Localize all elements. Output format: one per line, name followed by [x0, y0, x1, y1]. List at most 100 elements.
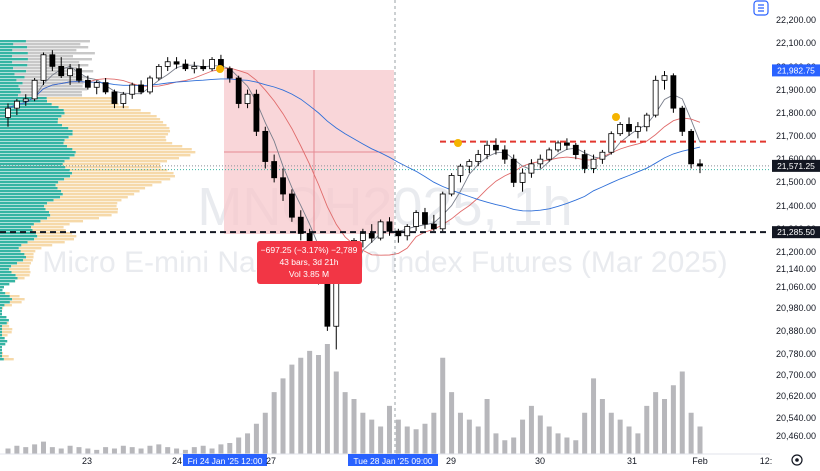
profile-bar — [64, 109, 141, 111]
volume-bar — [387, 406, 392, 454]
price-tick-label: 21,800.00 — [776, 108, 816, 118]
profile-bar — [0, 235, 37, 237]
candle-body — [281, 178, 286, 194]
profile-bar — [0, 214, 50, 216]
profile-bar — [16, 274, 30, 276]
volume-bar — [689, 413, 694, 454]
profile-bar — [0, 334, 2, 336]
profile-bar — [62, 124, 166, 126]
volume-bar — [609, 413, 614, 454]
candle-body — [680, 108, 685, 131]
candle-body — [289, 194, 294, 217]
volume-bar — [369, 420, 374, 454]
profile-bar — [70, 157, 179, 159]
profile-bar — [0, 175, 70, 177]
candle-body — [50, 55, 55, 67]
candle-body — [600, 152, 605, 159]
profile-bar — [65, 160, 167, 162]
price-tick-label: 21,700.00 — [776, 131, 816, 141]
candle-body — [627, 124, 632, 131]
profile-bar — [0, 181, 58, 183]
profile-bar — [0, 274, 16, 276]
profile-bar — [0, 280, 15, 282]
profile-bar — [0, 82, 23, 84]
volume-bar — [502, 440, 507, 454]
volume-bar — [281, 378, 286, 454]
profile-bar — [21, 244, 52, 246]
volume-bar — [671, 385, 676, 454]
profile-bar — [0, 187, 58, 189]
price-tag-label: 21,571.25 — [777, 161, 815, 171]
measure-line1: −697.25 (−3.17%) −2,789 — [261, 245, 358, 255]
candle-body — [538, 159, 543, 164]
volume-bar — [582, 413, 587, 454]
price-tick-label: 21,500.00 — [776, 177, 816, 187]
profile-bar — [69, 136, 166, 138]
profile-bar — [0, 229, 33, 231]
candle-body — [440, 194, 445, 229]
volume-bar — [316, 355, 321, 454]
candle-body — [14, 101, 19, 108]
price-tag-label: 21,285.50 — [777, 227, 815, 237]
candle-body — [254, 94, 259, 131]
candle-body — [174, 62, 179, 64]
profile-bar — [65, 139, 167, 141]
volume-bar — [245, 433, 250, 454]
profile-bar — [0, 142, 64, 144]
volume-bar — [183, 450, 188, 454]
profile-bar — [0, 310, 2, 312]
profile-bar — [0, 64, 27, 66]
volume-bar — [396, 420, 401, 454]
volume-bar — [112, 449, 117, 455]
profile-bar — [61, 190, 139, 192]
volume-bar — [405, 427, 410, 455]
profile-bar — [0, 322, 7, 324]
candle-body — [32, 80, 37, 99]
volume-bar — [422, 424, 427, 454]
volume-bar — [485, 399, 490, 454]
volume-bar — [529, 406, 534, 454]
profile-bar — [2, 325, 9, 327]
price-tick-label: 20,700.00 — [776, 370, 816, 380]
profile-bar — [0, 148, 72, 150]
candle-body — [85, 80, 90, 87]
candle-body — [227, 69, 232, 78]
profile-bar — [0, 328, 2, 330]
profile-bar — [0, 316, 6, 318]
candle-body — [458, 166, 463, 175]
profile-bar — [18, 94, 82, 96]
candle-body — [396, 231, 401, 236]
profile-bar — [17, 262, 31, 264]
profile-bar — [63, 163, 160, 165]
profile-bar — [2, 355, 9, 357]
candle-body — [192, 66, 197, 68]
profile-bar — [61, 115, 156, 117]
profile-bar — [18, 277, 25, 279]
profile-bar — [0, 340, 7, 342]
profile-bar — [0, 118, 58, 120]
profile-bar — [4, 304, 11, 306]
candle-body — [529, 164, 534, 173]
volume-bar — [50, 447, 55, 454]
profile-bar — [7, 322, 9, 324]
profile-bar — [0, 172, 72, 174]
volume-bar — [174, 449, 179, 455]
profile-bar — [52, 103, 119, 105]
profile-bar — [0, 127, 68, 129]
candle-body — [653, 80, 658, 115]
candle-body — [511, 159, 516, 182]
candle-body — [121, 94, 126, 103]
candle-body — [360, 233, 365, 240]
profile-bar — [0, 265, 11, 267]
volume-bar — [59, 449, 64, 455]
time-highlight-start: Fri 24 Jan '25 12:00 — [188, 456, 263, 466]
candle-body — [23, 99, 28, 101]
layout-icon[interactable] — [754, 1, 768, 15]
volume-bar — [130, 447, 135, 454]
volume-bar — [147, 446, 152, 454]
candle-body — [609, 134, 614, 153]
profile-bar — [68, 127, 169, 129]
profile-bar — [0, 220, 40, 222]
profile-bar — [73, 133, 168, 135]
